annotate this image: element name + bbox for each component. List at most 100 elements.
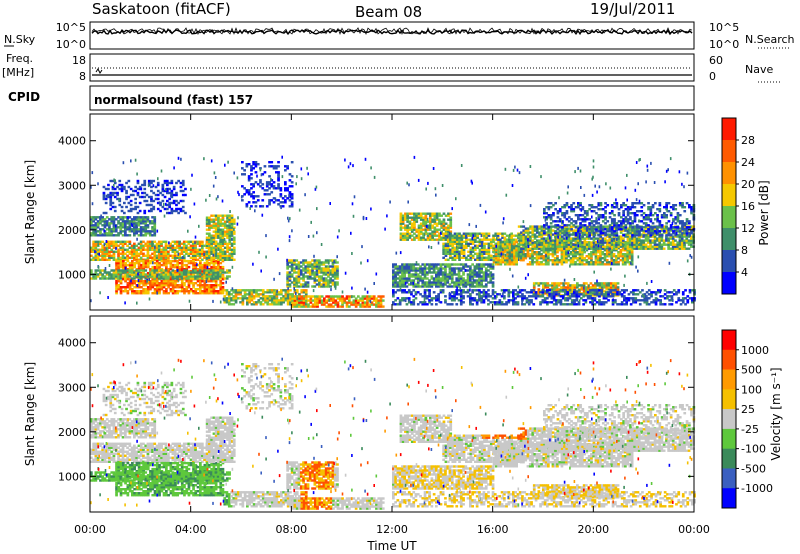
power-cell (405, 279, 409, 282)
power-cell (449, 222, 453, 225)
power-cell (144, 228, 148, 231)
power-cell (221, 252, 225, 255)
power-cell (247, 179, 251, 182)
power-cell (268, 201, 271, 204)
power-cell (464, 263, 468, 266)
power-cell (478, 285, 481, 288)
power-cell (487, 234, 491, 237)
power-cell (248, 301, 251, 304)
power-cell (406, 238, 409, 241)
power-cell (169, 284, 173, 287)
power-cell (446, 242, 450, 245)
power-cell (453, 256, 457, 259)
power-cell (630, 261, 634, 264)
power-cell (101, 254, 104, 257)
power-cell (108, 246, 111, 249)
power-cell (246, 297, 249, 300)
power-cell (214, 250, 218, 253)
power-cell (142, 218, 145, 221)
power-cell (558, 245, 562, 248)
power-cell (363, 295, 367, 298)
power-cell (449, 212, 453, 215)
power-cell (279, 189, 283, 192)
power-cell (476, 234, 479, 237)
power-cell (318, 281, 321, 284)
power-cell (496, 232, 500, 235)
power-cell (226, 258, 229, 261)
power-cell (462, 285, 465, 288)
power-cell (413, 220, 416, 223)
power-cell (99, 248, 102, 251)
power-cell (551, 243, 555, 246)
power-cell (462, 236, 466, 239)
power-cell (626, 255, 629, 258)
power-cell (313, 279, 317, 282)
power-cell (413, 222, 416, 225)
power-cell (542, 245, 546, 248)
power-cell (92, 216, 95, 219)
power-cell (153, 234, 157, 237)
power-cell (306, 283, 310, 286)
power-cell (194, 252, 197, 255)
power-cell (203, 280, 207, 283)
power-cell (230, 234, 234, 237)
power-cell (208, 234, 211, 237)
power-cell (90, 277, 93, 280)
power-cell (547, 227, 550, 230)
power-cell (223, 299, 227, 302)
power-cell (320, 283, 323, 286)
power-cell (441, 273, 445, 276)
power-cell (531, 245, 535, 248)
power-cell (449, 220, 453, 223)
power-cell (264, 299, 267, 302)
power-cell (162, 280, 166, 283)
power-cell (214, 244, 218, 247)
power-cell (121, 248, 125, 251)
power-cell (517, 247, 521, 250)
power-cell (254, 201, 258, 204)
power-cell (499, 255, 503, 258)
power-cell (90, 269, 93, 272)
power-cell (510, 245, 514, 248)
power-cell (112, 250, 116, 253)
power-cell (453, 283, 456, 286)
power-cell (151, 252, 154, 255)
power-cell (137, 220, 141, 223)
power-cell (288, 185, 292, 188)
power-cell (196, 252, 200, 255)
power-cell (219, 284, 223, 287)
power-cell (444, 238, 448, 241)
power-cell (474, 246, 477, 249)
power-cell (203, 256, 206, 259)
power-cell (126, 258, 129, 261)
power-cell (497, 257, 500, 260)
power-cell (410, 273, 413, 276)
power-cell (146, 282, 150, 285)
power-cell (196, 258, 200, 261)
power-cell (444, 281, 447, 284)
power-cell (124, 230, 127, 233)
power-cell (451, 242, 455, 245)
power-cell (441, 275, 445, 278)
power-cell (341, 301, 344, 304)
power-cell (146, 250, 150, 253)
power-cell (280, 301, 283, 304)
power-cell (216, 275, 220, 278)
power-cell (630, 257, 634, 260)
power-cell (208, 268, 211, 271)
power-cell (599, 253, 602, 256)
power-cell (304, 289, 308, 292)
power-cell (538, 225, 541, 228)
power-cell (419, 214, 423, 217)
power-cell (96, 234, 100, 237)
power-cell (187, 271, 191, 274)
power-cell (430, 271, 434, 274)
power-cell (112, 234, 116, 237)
power-cell (510, 261, 514, 264)
power-cell (558, 243, 562, 246)
power-cell (110, 277, 114, 280)
power-cell (316, 303, 319, 306)
power-cell (121, 256, 125, 259)
power-cell (180, 265, 184, 269)
power-cell (210, 248, 213, 251)
